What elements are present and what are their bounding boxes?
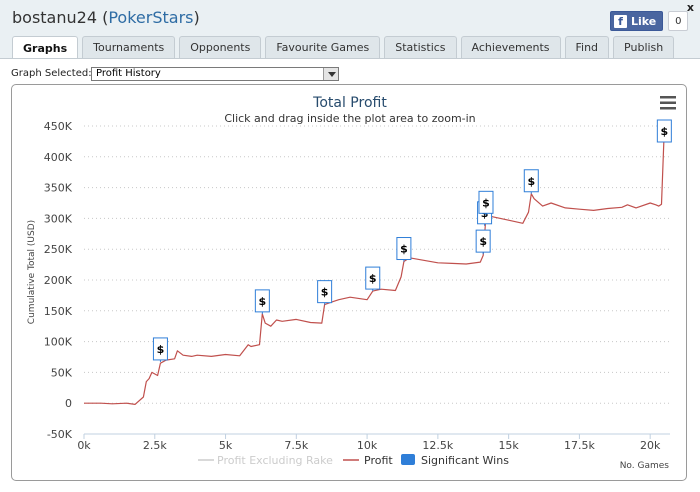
site-name-close-paren: )	[193, 8, 200, 27]
marker-label: $	[400, 243, 408, 256]
graph-select[interactable]: Profit History	[91, 67, 339, 81]
x-tick-label: 0k	[77, 439, 91, 452]
y-tick-label: 300K	[44, 212, 73, 225]
x-tick-label: 15k	[498, 439, 519, 452]
marker-label: $	[321, 286, 329, 299]
marker-label: $	[479, 235, 487, 248]
tab-graphs[interactable]: Graphs	[12, 36, 79, 59]
facebook-like-label: Like	[631, 14, 657, 28]
chevron-down-icon[interactable]	[323, 68, 338, 80]
chart-title: Total Profit	[312, 95, 387, 111]
y-tick-label: 0	[65, 397, 72, 410]
marker-label: $	[482, 196, 490, 209]
marker-label: $	[157, 343, 165, 356]
profit-series	[84, 129, 665, 405]
marker-flag	[317, 280, 333, 304]
tab-publish[interactable]: Publish	[613, 36, 675, 58]
marker-label: $	[259, 295, 267, 308]
tab-statistics[interactable]: Statistics	[384, 36, 457, 58]
legend: Profit Excluding Rake Profit Significant…	[198, 454, 509, 467]
marker-flag	[396, 237, 412, 261]
significant-win-marker[interactable]: $	[475, 229, 491, 255]
y-tick-label: 400K	[44, 151, 73, 164]
tab-find[interactable]: Find	[564, 36, 610, 58]
marker-label: $	[527, 175, 535, 188]
significant-win-marker[interactable]: $	[523, 169, 539, 194]
tab-achievements[interactable]: Achievements	[460, 36, 561, 58]
tab-favourite-games[interactable]: Favourite Games	[265, 36, 381, 58]
y-tick-label: 150K	[44, 305, 73, 318]
significant-win-marker[interactable]: $	[478, 190, 494, 216]
marker-label: $	[661, 125, 669, 138]
significant-win-markers: $$$$$$$$$$	[152, 119, 672, 362]
marker-flag	[365, 266, 381, 290]
site-name-link[interactable]: PokerStars	[108, 8, 194, 27]
x-axis-ticks: 0k 2.5k 5k 7.5k 10k 12.5k 15k 17.5k 20k	[77, 433, 670, 452]
tab-opponents[interactable]: Opponents	[179, 36, 262, 58]
profit-line	[84, 129, 665, 405]
chart-container: -50K 0 50K 100K 150K 200K 250K 300K 350K 400K 450K…	[11, 84, 687, 481]
title-bar: bostanu24 (PokerStars) x f Like 0	[0, 0, 700, 36]
site-name-open-paren: (	[102, 8, 109, 27]
facebook-like-widget: f Like 0	[610, 11, 689, 31]
close-icon[interactable]: x	[686, 1, 694, 14]
chart-subtitle: Click and drag inside the plot area to z…	[224, 112, 475, 125]
y-tick-label: 450K	[44, 120, 73, 133]
legend-profit[interactable]: Profit	[364, 454, 393, 467]
graph-select-value: Profit History	[96, 68, 161, 79]
x-tick-label: 7.5k	[284, 439, 308, 452]
x-tick-label: 20k	[640, 439, 661, 452]
legend-rake[interactable]: Profit Excluding Rake	[217, 454, 333, 467]
marker-flag	[254, 289, 270, 313]
hamburger-icon[interactable]	[660, 96, 676, 110]
y-tick-label: 200K	[44, 274, 73, 287]
player-name: bostanu24	[12, 8, 97, 27]
significant-win-marker[interactable]: $	[656, 119, 672, 143]
x-tick-label: 2.5k	[143, 439, 167, 452]
legend-significant-wins[interactable]: Significant Wins	[421, 454, 509, 467]
facebook-like-button[interactable]: f Like	[610, 11, 664, 31]
facebook-like-count: 0	[668, 11, 689, 31]
tab-bar: Graphs Tournaments Opponents Favourite G…	[12, 36, 675, 59]
tab-tournaments[interactable]: Tournaments	[82, 36, 176, 58]
y-tick-label: -50K	[47, 428, 73, 441]
y-tick-label: 250K	[44, 243, 73, 256]
graph-selected-label: Graph Selected:	[11, 68, 92, 79]
y-tick-label: 50K	[51, 366, 73, 379]
y-axis-label: Cumulative Total (USD)	[27, 220, 37, 324]
profit-chart[interactable]: -50K 0 50K 100K 150K 200K 250K 300K 350K 400K 450K…	[12, 85, 687, 481]
x-tick-label: 17.5k	[564, 439, 595, 452]
significant-win-marker[interactable]: $	[396, 237, 412, 262]
x-tick-label: 12.5k	[422, 439, 453, 452]
significant-win-marker[interactable]: $	[317, 280, 333, 305]
marker-flag	[152, 337, 168, 361]
marker-flag	[478, 190, 494, 214]
marker-flag	[475, 229, 491, 253]
y-tick-label: 350K	[44, 182, 73, 195]
marker-flag	[523, 169, 539, 193]
marker-flag	[656, 119, 672, 143]
tab-divider	[0, 58, 700, 59]
x-axis-label: No. Games	[620, 461, 670, 471]
y-tick-label: 100K	[44, 336, 73, 349]
y-axis-ticks: -50K 0 50K 100K 150K 200K 250K 300K 350K 400K 450K	[44, 120, 73, 441]
legend-wins-swatch	[401, 454, 415, 465]
marker-label: $	[369, 272, 377, 285]
significant-win-marker[interactable]: $	[365, 266, 381, 292]
x-tick-label: 5k	[219, 439, 233, 452]
x-tick-label: 10k	[357, 439, 378, 452]
facebook-icon: f	[614, 14, 627, 28]
significant-win-marker[interactable]: $	[152, 337, 168, 362]
window-title: bostanu24 (PokerStars)	[12, 8, 200, 27]
significant-win-marker[interactable]: $	[254, 289, 270, 314]
